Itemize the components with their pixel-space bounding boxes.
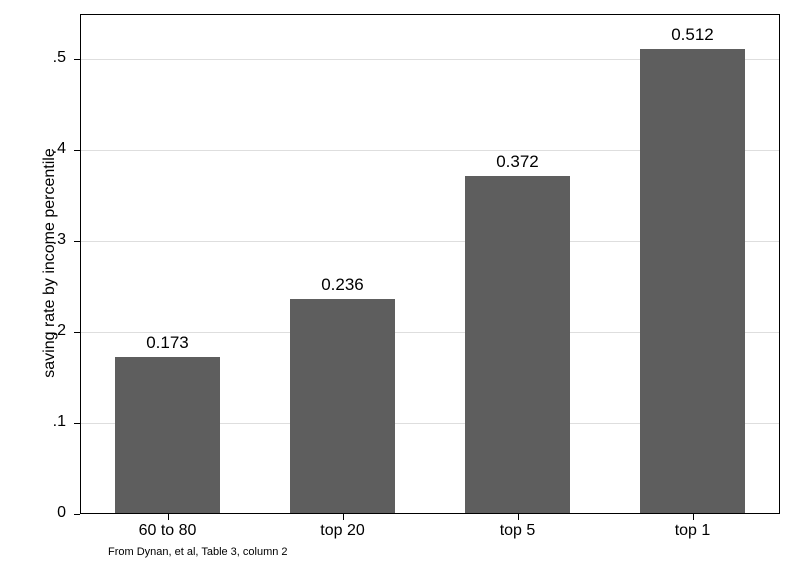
y-tick-label: 0 xyxy=(36,504,66,522)
y-tick-mark xyxy=(74,514,80,515)
source-note: From Dynan, et al, Table 3, column 2 xyxy=(108,546,288,558)
bar-chart: 0.17360 to 800.236top 200.372top 50.512t… xyxy=(0,0,796,574)
x-tick-label: 60 to 80 xyxy=(108,522,228,540)
x-tick-mark xyxy=(518,514,519,520)
x-tick-mark xyxy=(343,514,344,520)
x-tick-mark xyxy=(693,514,694,520)
y-tick-label: .5 xyxy=(36,49,66,67)
x-tick-mark xyxy=(168,514,169,520)
x-tick-label: top 5 xyxy=(458,522,578,540)
x-tick-label: top 20 xyxy=(283,522,403,540)
x-tick-label: top 1 xyxy=(633,522,753,540)
y-axis-title: saving rate by income percentile xyxy=(41,113,59,413)
y-tick-label: .1 xyxy=(36,413,66,431)
plot-border xyxy=(80,14,780,514)
